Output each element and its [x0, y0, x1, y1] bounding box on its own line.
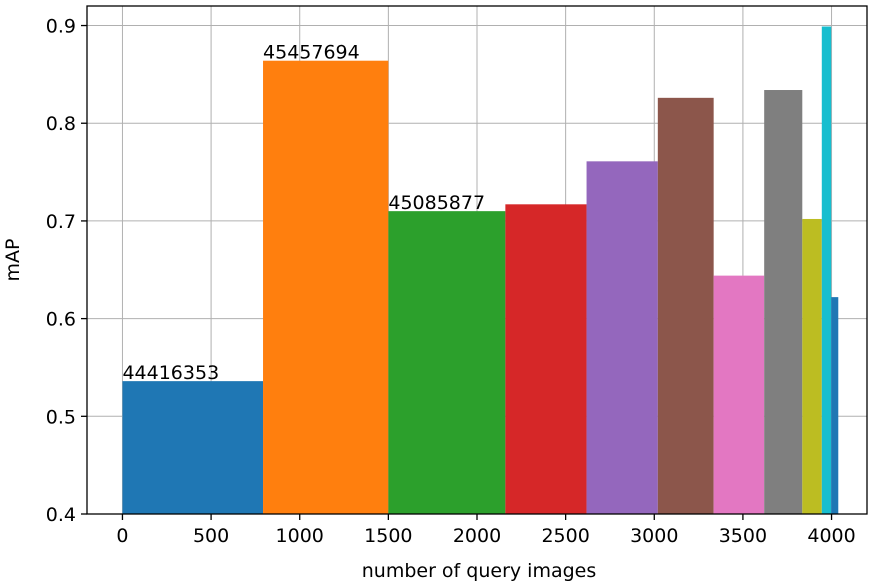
bar-labels: 44416353 45457694 45085877: [122, 42, 485, 384]
x-tick-label: 1500: [364, 525, 412, 547]
y-tick-label: 0.4: [46, 504, 76, 526]
x-tick-label: 2000: [453, 525, 501, 547]
bar: [802, 218, 822, 514]
x-tick-label: 3000: [630, 525, 678, 547]
x-tick-label: 1000: [276, 525, 324, 547]
x-tick-label: 4000: [807, 525, 855, 547]
y-tick-label: 0.6: [46, 309, 76, 331]
x-tick-label: 0: [116, 525, 128, 547]
x-axis-title: number of query images: [362, 560, 597, 582]
bar: [713, 275, 765, 514]
bar: [831, 297, 839, 514]
bar: [263, 60, 389, 514]
bar: [586, 161, 658, 515]
y-axis-title: mAP: [2, 239, 24, 282]
x-axis-ticks: 0 500 1000 1500 2000 2500 3000 3500 4000: [116, 514, 856, 547]
x-tick-label: 2500: [541, 525, 589, 547]
bar: [821, 26, 832, 515]
y-tick-label: 0.5: [46, 406, 76, 428]
bar: [505, 204, 587, 515]
y-tick-label: 0.8: [46, 113, 76, 135]
x-tick-label: 3500: [719, 525, 767, 547]
bar: [388, 211, 506, 514]
y-axis-ticks: 0.4 0.5 0.6 0.7 0.8 0.9: [46, 16, 87, 526]
x-tick-label: 500: [193, 525, 229, 547]
bar: [764, 90, 803, 514]
y-tick-label: 0.9: [46, 16, 76, 38]
y-tick-label: 0.7: [46, 211, 76, 233]
bar-value-label: 45085877: [388, 192, 485, 214]
bars: [122, 26, 839, 515]
bar: [657, 97, 714, 514]
bar-value-label: 44416353: [122, 362, 219, 384]
bar: [122, 381, 264, 514]
bar-value-label: 45457694: [263, 42, 360, 64]
